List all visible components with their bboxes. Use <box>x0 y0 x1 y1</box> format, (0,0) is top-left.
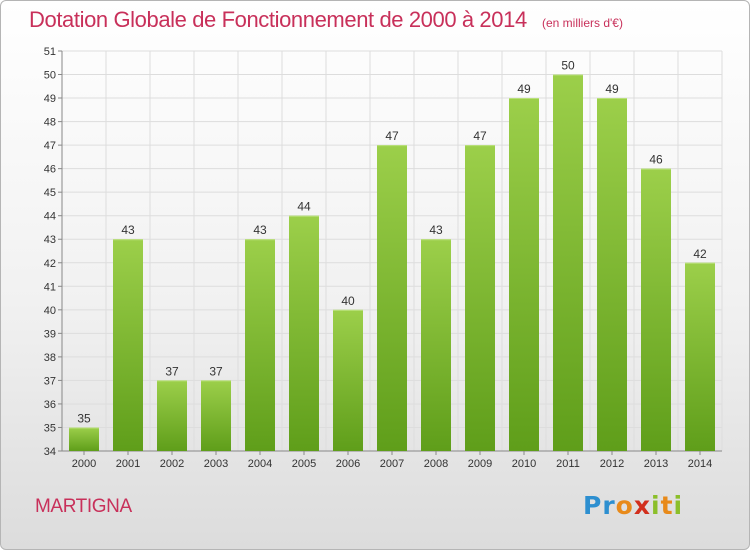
x-tick-label: 2011 <box>556 458 580 470</box>
bar-value-label: 44 <box>297 200 311 214</box>
bar <box>465 145 495 451</box>
commune-name: MARTIGNA <box>35 496 132 517</box>
chart-unit: (en milliers d'€) <box>542 16 623 30</box>
y-tick-label: 44 <box>44 211 56 223</box>
bar-value-label: 47 <box>473 129 487 143</box>
logo-letter: i <box>673 491 684 520</box>
logo-letter: r <box>602 491 616 520</box>
bar-value-label: 42 <box>693 247 707 261</box>
bar-value-label: 43 <box>253 223 267 237</box>
x-tick-label: 2006 <box>336 458 360 470</box>
proxiti-logo: Proxiti <box>583 491 683 520</box>
bars <box>69 74 715 451</box>
y-tick-label: 51 <box>44 46 56 58</box>
bar <box>69 427 99 451</box>
y-tick-label: 48 <box>44 117 56 129</box>
y-tick-label: 45 <box>44 187 56 199</box>
y-tick-label: 50 <box>44 70 56 82</box>
y-tick-label: 49 <box>44 93 56 105</box>
y-tick-label: 39 <box>44 328 56 340</box>
y-tick-label: 38 <box>44 352 56 364</box>
y-tick-label: 42 <box>44 258 56 270</box>
bar <box>597 98 627 451</box>
y-tick-label: 43 <box>44 234 56 246</box>
x-tick-label: 2002 <box>160 458 184 470</box>
bar-value-label: 47 <box>385 129 399 143</box>
bar-value-label: 37 <box>209 364 223 378</box>
x-tick-label: 2003 <box>204 458 228 470</box>
axes: 34 35 36 37 38 39 40 41 42 43 44 45 46 47 48 49 50 51 2000… <box>44 46 722 470</box>
bar <box>377 145 407 451</box>
bar-value-label: 46 <box>649 153 663 167</box>
bar <box>201 380 231 451</box>
logo-letter: t <box>660 491 674 520</box>
bar-value-label: 43 <box>121 223 135 237</box>
x-tick-label: 2008 <box>424 458 448 470</box>
y-tick-label: 41 <box>44 281 56 293</box>
bar <box>685 262 715 451</box>
bar-value-label: 43 <box>429 223 443 237</box>
bar <box>641 168 671 451</box>
y-tick-label: 36 <box>44 399 56 411</box>
x-tick-label: 2000 <box>72 458 96 470</box>
x-tick-label: 2005 <box>292 458 316 470</box>
x-tick-label: 2010 <box>512 458 536 470</box>
bar <box>333 309 363 451</box>
bar-value-label: 50 <box>561 59 575 73</box>
bar-value-label: 49 <box>605 82 619 96</box>
x-tick-label: 2001 <box>116 458 140 470</box>
x-tick-label: 2004 <box>248 458 272 470</box>
y-tick-label: 40 <box>44 305 56 317</box>
logo-letter: x <box>633 491 651 520</box>
bar <box>509 98 539 451</box>
bar-value-label: 49 <box>517 82 531 96</box>
x-tick-label: 2009 <box>468 458 492 470</box>
bar <box>113 239 143 451</box>
chart-title: Dotation Globale de Fonctionnement de 20… <box>29 7 527 32</box>
x-tick-label: 2012 <box>600 458 624 470</box>
bar <box>553 74 583 451</box>
bar <box>245 239 275 451</box>
bar <box>421 239 451 451</box>
x-tick-label: 2014 <box>688 458 712 470</box>
bar <box>157 380 187 451</box>
data-labels: 35 43 37 37 43 44 40 47 43 47 49 50 49 46 42 <box>77 59 707 426</box>
bar-value-label: 35 <box>77 411 91 425</box>
x-tick-label: 2013 <box>644 458 668 470</box>
y-tick-label: 35 <box>44 422 56 434</box>
bar-value-label: 37 <box>165 364 179 378</box>
logo-letter: o <box>615 491 634 520</box>
logo-letter: i <box>651 491 661 520</box>
y-tick-label: 46 <box>44 164 56 176</box>
logo-letter: P <box>583 491 603 520</box>
bar <box>289 215 319 451</box>
y-tick-label: 37 <box>44 375 56 387</box>
y-tick-label: 34 <box>44 446 56 458</box>
bar-value-label: 40 <box>341 294 355 308</box>
x-tick-label: 2007 <box>380 458 404 470</box>
y-tick-label: 47 <box>44 140 56 152</box>
